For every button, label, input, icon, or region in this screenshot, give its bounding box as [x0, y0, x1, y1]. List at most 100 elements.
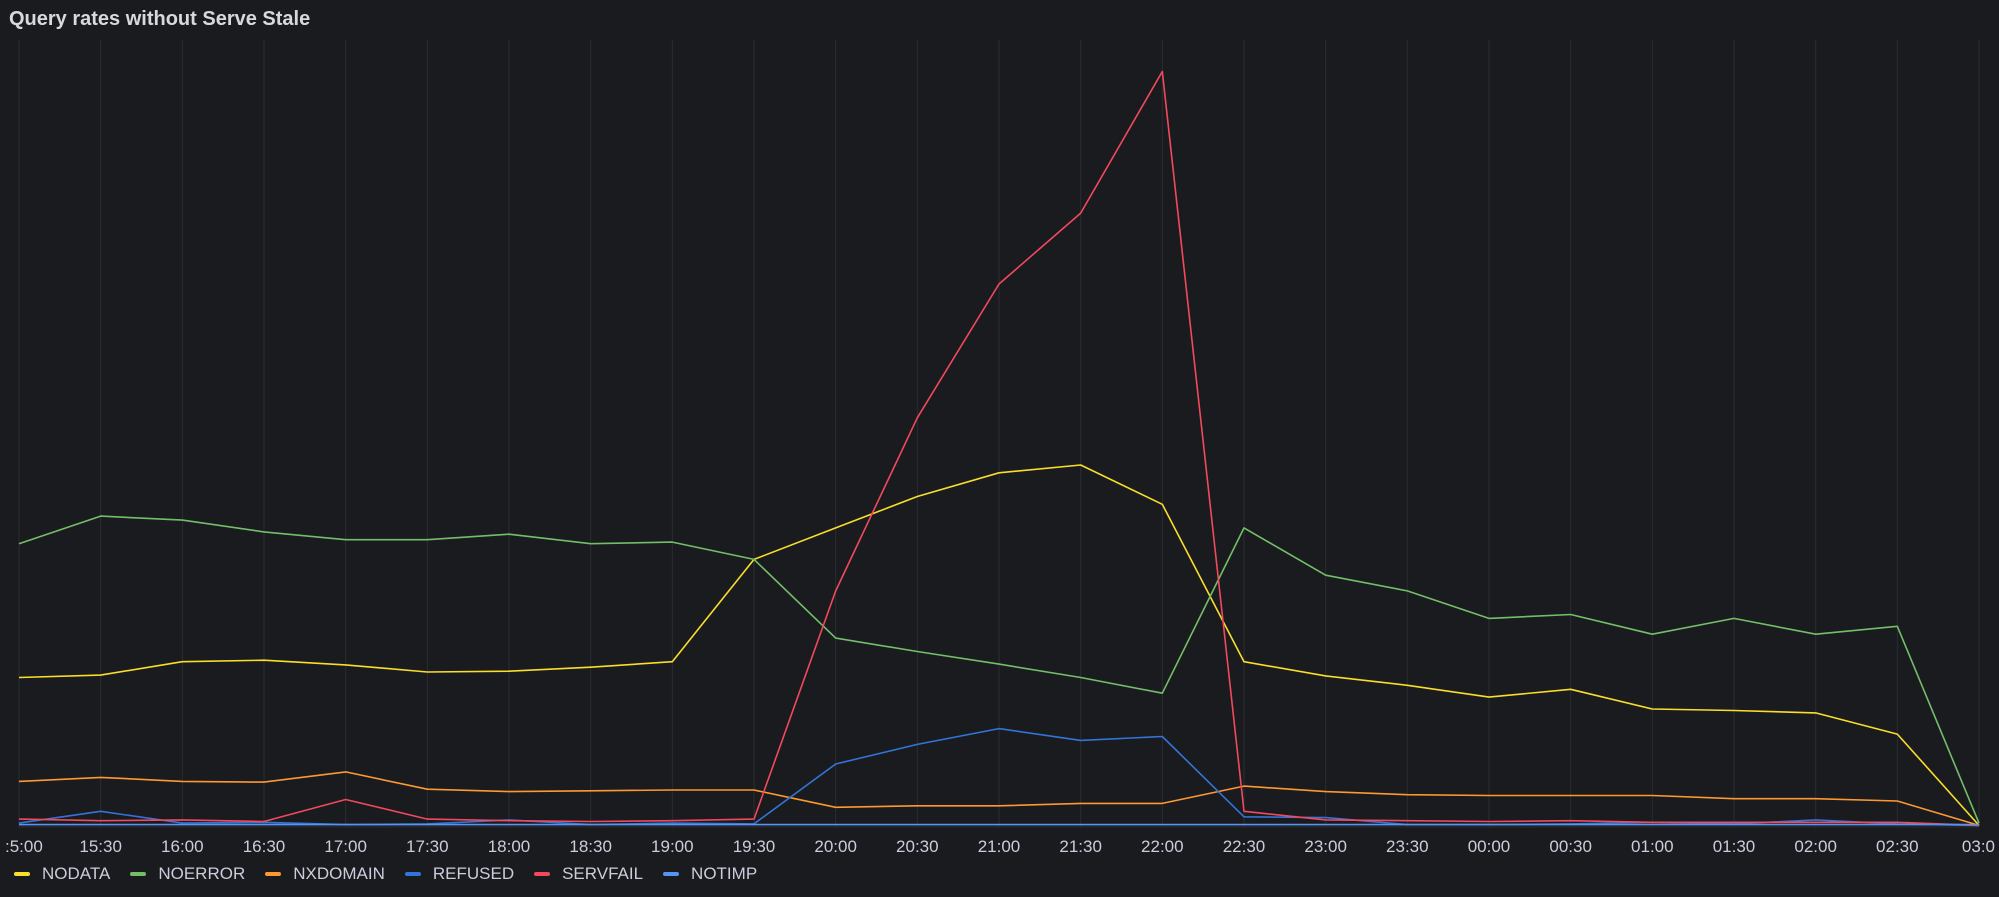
- data-point-nodata[interactable]: [1323, 673, 1329, 679]
- data-point-notimp[interactable]: [1159, 822, 1165, 828]
- data-point-servfail[interactable]: [16, 816, 22, 822]
- data-point-servfail[interactable]: [751, 816, 757, 822]
- data-point-nxdomain[interactable]: [1731, 796, 1737, 802]
- data-point-nodata[interactable]: [506, 668, 512, 674]
- data-point-nodata[interactable]: [1486, 694, 1492, 700]
- data-point-nodata[interactable]: [1649, 706, 1655, 712]
- data-point-nxdomain[interactable]: [1568, 793, 1574, 799]
- data-point-notimp[interactable]: [16, 822, 22, 828]
- data-point-refused[interactable]: [833, 761, 839, 767]
- data-point-nxdomain[interactable]: [424, 786, 430, 792]
- data-point-nxdomain[interactable]: [669, 787, 675, 793]
- data-point-nxdomain[interactable]: [506, 789, 512, 795]
- data-point-servfail[interactable]: [1159, 68, 1165, 74]
- data-point-nxdomain[interactable]: [1159, 800, 1165, 806]
- series-line-noerror[interactable]: [18, 515, 1980, 824]
- data-point-nxdomain[interactable]: [588, 788, 594, 794]
- data-point-notimp[interactable]: [1241, 822, 1247, 828]
- data-point-servfail[interactable]: [996, 281, 1002, 287]
- data-point-noerror[interactable]: [1323, 572, 1329, 578]
- data-point-refused[interactable]: [1159, 733, 1165, 739]
- data-point-noerror[interactable]: [98, 513, 104, 519]
- data-point-noerror[interactable]: [1894, 623, 1900, 629]
- series-line-nxdomain[interactable]: [18, 771, 1980, 827]
- data-point-notimp[interactable]: [1486, 822, 1492, 828]
- data-point-servfail[interactable]: [1241, 808, 1247, 814]
- data-point-nxdomain[interactable]: [1404, 792, 1410, 798]
- data-point-nxdomain[interactable]: [261, 779, 267, 785]
- data-point-nodata[interactable]: [914, 493, 920, 499]
- data-point-servfail[interactable]: [1078, 210, 1084, 216]
- data-point-nxdomain[interactable]: [1486, 793, 1492, 799]
- data-point-nxdomain[interactable]: [1649, 793, 1655, 799]
- data-point-servfail[interactable]: [833, 588, 839, 594]
- data-point-notimp[interactable]: [179, 822, 185, 828]
- data-point-noerror[interactable]: [179, 517, 185, 523]
- data-point-noerror[interactable]: [1078, 674, 1084, 680]
- data-point-nxdomain[interactable]: [98, 774, 104, 780]
- legend-item-nxdomain[interactable]: NXDOMAIN: [265, 864, 385, 884]
- data-point-noerror[interactable]: [1486, 615, 1492, 621]
- data-point-noerror[interactable]: [1731, 615, 1737, 621]
- data-point-notimp[interactable]: [506, 822, 512, 828]
- data-point-refused[interactable]: [996, 726, 1002, 732]
- data-point-nxdomain[interactable]: [1894, 798, 1900, 804]
- data-point-nodata[interactable]: [1894, 731, 1900, 737]
- data-point-noerror[interactable]: [16, 541, 22, 547]
- data-point-notimp[interactable]: [1894, 822, 1900, 828]
- data-point-noerror[interactable]: [1159, 690, 1165, 696]
- data-point-notimp[interactable]: [261, 822, 267, 828]
- data-point-nodata[interactable]: [261, 657, 267, 663]
- data-point-nxdomain[interactable]: [179, 778, 185, 784]
- data-point-nodata[interactable]: [16, 674, 22, 680]
- data-point-refused[interactable]: [1078, 737, 1084, 743]
- data-point-refused[interactable]: [914, 741, 920, 747]
- data-point-noerror[interactable]: [261, 529, 267, 535]
- data-point-noerror[interactable]: [751, 556, 757, 562]
- data-point-servfail[interactable]: [914, 415, 920, 421]
- data-point-noerror[interactable]: [424, 537, 430, 543]
- data-point-nodata[interactable]: [1241, 659, 1247, 665]
- data-point-nxdomain[interactable]: [1323, 789, 1329, 795]
- data-point-nodata[interactable]: [833, 525, 839, 531]
- data-point-noerror[interactable]: [1649, 631, 1655, 637]
- data-point-nxdomain[interactable]: [1813, 796, 1819, 802]
- data-point-notimp[interactable]: [1404, 822, 1410, 828]
- data-point-notimp[interactable]: [1568, 822, 1574, 828]
- data-point-notimp[interactable]: [669, 822, 675, 828]
- data-point-notimp[interactable]: [751, 822, 757, 828]
- data-point-refused[interactable]: [98, 808, 104, 814]
- data-point-nodata[interactable]: [1731, 708, 1737, 714]
- data-point-noerror[interactable]: [996, 661, 1002, 667]
- data-point-nxdomain[interactable]: [343, 769, 349, 775]
- legend-item-refused[interactable]: REFUSED: [404, 864, 514, 884]
- data-point-nxdomain[interactable]: [16, 778, 22, 784]
- legend-item-notimp[interactable]: NOTIMP: [663, 864, 757, 884]
- data-point-nodata[interactable]: [98, 672, 104, 678]
- series-line-servfail[interactable]: [18, 70, 1980, 827]
- data-point-notimp[interactable]: [996, 822, 1002, 828]
- data-point-nodata[interactable]: [1404, 682, 1410, 688]
- legend-item-servfail[interactable]: SERVFAIL: [534, 864, 643, 884]
- data-point-notimp[interactable]: [1323, 822, 1329, 828]
- data-point-noerror[interactable]: [1241, 525, 1247, 531]
- data-point-nodata[interactable]: [1078, 462, 1084, 468]
- data-point-noerror[interactable]: [343, 537, 349, 543]
- data-point-nodata[interactable]: [1813, 710, 1819, 716]
- data-point-notimp[interactable]: [1813, 822, 1819, 828]
- data-point-nodata[interactable]: [343, 662, 349, 668]
- data-point-nodata[interactable]: [996, 470, 1002, 476]
- data-point-noerror[interactable]: [506, 531, 512, 537]
- data-point-nodata[interactable]: [669, 659, 675, 665]
- data-point-servfail[interactable]: [343, 796, 349, 802]
- data-point-noerror[interactable]: [669, 539, 675, 545]
- panel-title[interactable]: Query rates without Serve Stale: [9, 8, 311, 30]
- data-point-notimp[interactable]: [588, 822, 594, 828]
- data-point-notimp[interactable]: [1078, 822, 1084, 828]
- data-point-refused[interactable]: [1241, 814, 1247, 820]
- data-point-nodata[interactable]: [588, 664, 594, 670]
- data-point-noerror[interactable]: [1813, 631, 1819, 637]
- data-point-nxdomain[interactable]: [751, 787, 757, 793]
- data-point-noerror[interactable]: [1404, 588, 1410, 594]
- data-point-nxdomain[interactable]: [914, 803, 920, 809]
